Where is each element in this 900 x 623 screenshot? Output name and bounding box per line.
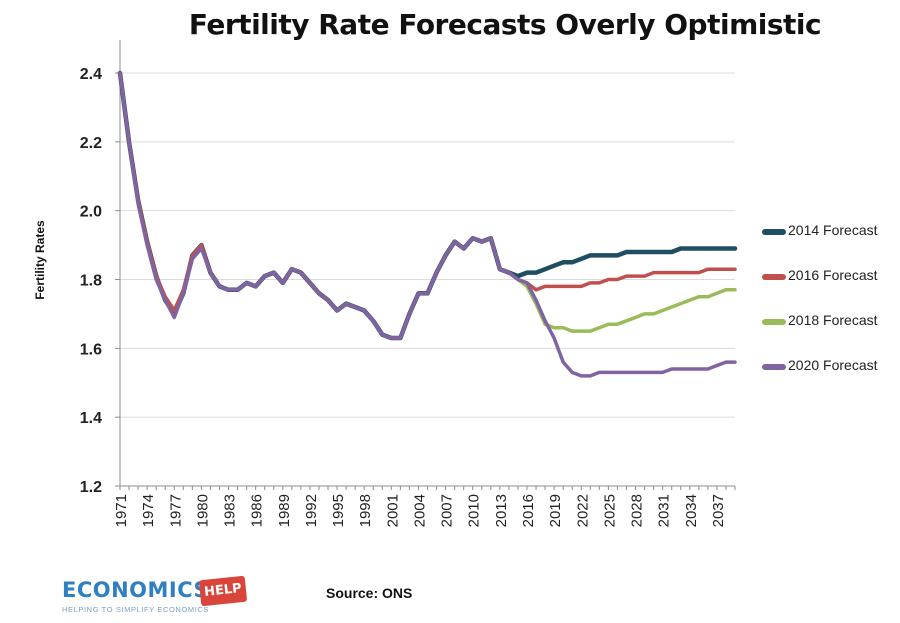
legend-label: 2016 Forecast: [788, 267, 878, 283]
x-tick-label: 2025: [601, 494, 618, 527]
legend-swatch: [762, 274, 786, 280]
x-tick-label: 2037: [710, 494, 727, 527]
x-tick-label: 1986: [249, 494, 266, 527]
y-tick-labels: 1.2 1.4 1.6 1.8 2.0 2.2 2.4: [80, 66, 120, 496]
x-tick-label: 1977: [167, 494, 184, 527]
x-tick-label: 2004: [411, 494, 428, 527]
x-tick-label: 1980: [194, 494, 211, 527]
legend-label: 2018 Forecast: [788, 312, 878, 328]
source-note: Source: ONS: [326, 585, 413, 601]
legend-swatch: [762, 319, 786, 325]
x-tick-label: 1992: [303, 494, 320, 527]
logo-tagline: HELPING TO SIMPLIFY ECONOMICS: [62, 605, 210, 614]
series-line-2020-forecast: [118, 71, 737, 378]
x-tick-label: 1995: [330, 494, 347, 527]
x-tick-label: 2010: [466, 494, 483, 527]
legend-swatch: [762, 229, 786, 235]
logo-help-tag: HELP: [198, 575, 248, 607]
x-tick-label: 1971: [113, 494, 130, 527]
x-tick-label: 1974: [140, 494, 157, 527]
y-tick-label: 2.2: [80, 135, 102, 152]
x-tick-label: 2022: [574, 494, 591, 527]
series-line-2016-forecast: [118, 71, 737, 340]
x-tick-label: 2019: [547, 494, 564, 527]
y-tick-label: 1.4: [80, 410, 102, 427]
y-tick-label: 1.2: [80, 479, 102, 496]
y-axis-label: Fertility Rates: [33, 220, 47, 300]
y-tick-label: 1.8: [80, 273, 102, 290]
x-tick-label: 2001: [384, 494, 401, 527]
y-tick-label: 2.4: [80, 66, 102, 83]
x-tick-label: 2016: [520, 494, 537, 527]
legend-label: 2020 Forecast: [788, 357, 878, 373]
x-tick-label: 1998: [357, 494, 374, 527]
gridlines: [120, 72, 735, 418]
legend-label: 2014 Forecast: [788, 222, 878, 238]
x-tick-label: 2013: [493, 494, 510, 527]
y-tick-label: 2.0: [80, 204, 102, 221]
x-tick-label: 2028: [629, 494, 646, 527]
x-tick-label: 2007: [439, 494, 456, 527]
x-tick-label: 1989: [276, 494, 293, 527]
series-lines: [117, 70, 738, 378]
x-tick-label: 2034: [683, 494, 700, 527]
logo-wordmark: ECONOMICS: [62, 578, 210, 602]
chart-title: Fertility Rate Forecasts Overly Optimist…: [188, 8, 822, 41]
x-tick-label: 1983: [222, 494, 239, 527]
series-line-2018-forecast: [516, 277, 737, 333]
x-tick-label: 2031: [656, 494, 673, 527]
axes: [119, 40, 735, 487]
legend-swatch: [762, 364, 786, 370]
x-tick-labels: 1971 1974 1977 1980 1983 1986 1989 1992 1995 1998…: [113, 486, 736, 527]
y-tick-label: 1.6: [80, 341, 102, 358]
series-line-2014-forecast: [117, 70, 738, 341]
